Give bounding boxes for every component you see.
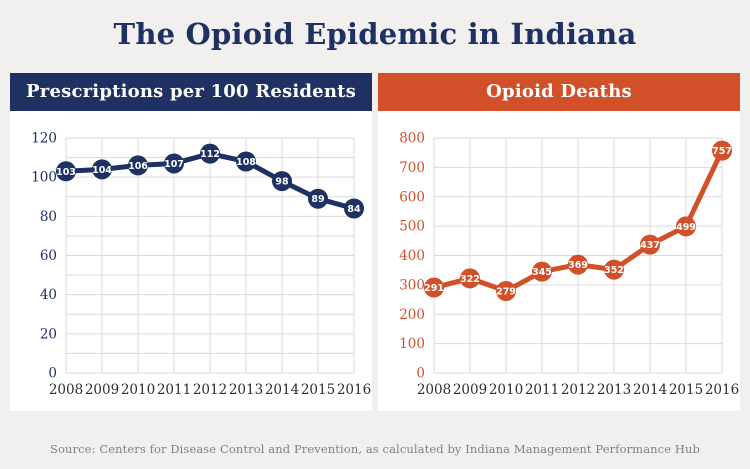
y-axis-tick-label: 120 — [31, 131, 57, 147]
y-axis-tick-label: 60 — [40, 248, 57, 264]
data-point-label: 84 — [347, 204, 361, 215]
panel-deaths: Opioid Deaths 0 100 200 300 400 500 600 700 800 2… — [378, 73, 740, 411]
source-note: Source: Centers for Disease Control and … — [50, 442, 700, 456]
x-axis-tick-label: 2011 — [525, 382, 559, 398]
data-point-label: 98 — [275, 177, 289, 188]
data-point-label: 757 — [712, 146, 732, 157]
x-axis-tick-label: 2013 — [597, 382, 631, 398]
y-axis-tick-label: 800 — [399, 131, 425, 147]
y-axis-tick-label: 40 — [40, 287, 57, 303]
x-axis-tick-label: 2009 — [85, 382, 119, 398]
data-point-label: 291 — [424, 283, 444, 294]
data-point — [568, 254, 588, 275]
prescriptions-line-chart: 0 20 40 60 80 100 120 2008 2009 2010 2011 2012 2013 2… — [10, 111, 372, 411]
y-axis-tick-label: 0 — [48, 366, 57, 382]
x-axis-tick-label: 2010 — [121, 382, 155, 398]
x-axis-tick-label: 2014 — [265, 382, 299, 398]
data-point-label: 107 — [164, 159, 184, 170]
y-axis-tick-label: 100 — [399, 336, 425, 352]
data-point-label: 108 — [236, 157, 256, 168]
data-point-label: 499 — [676, 222, 696, 233]
y-axis-tick-label: 600 — [399, 189, 425, 205]
y-axis-tick-label: 100 — [31, 170, 57, 186]
data-point — [496, 281, 516, 302]
x-axis-tick-label: 2013 — [229, 382, 263, 398]
data-point — [272, 171, 292, 192]
data-point-label: 89 — [311, 194, 324, 205]
y-axis-tick-label: 300 — [399, 277, 425, 293]
data-point — [128, 155, 148, 176]
data-point — [640, 234, 660, 255]
data-point-label: 103 — [56, 167, 76, 178]
x-axis-tick-label: 2016 — [705, 382, 739, 398]
data-point — [460, 268, 480, 289]
x-axis-tick-label: 2014 — [633, 382, 667, 398]
y-axis-tick-label: 20 — [40, 326, 57, 342]
data-point-label: 322 — [460, 274, 480, 285]
page-title: The Opioid Epidemic in Indiana — [113, 17, 637, 51]
x-axis-tick-label: 2010 — [489, 382, 523, 398]
data-point-label: 352 — [604, 265, 624, 276]
x-axis-tick-label: 2008 — [49, 382, 83, 398]
data-point-label: 369 — [568, 260, 588, 271]
panel-prescriptions: Prescriptions per 100 Residents 0 20 40 60 8… — [10, 73, 372, 411]
data-point-label: 106 — [128, 161, 148, 172]
y-axis-tick-label: 500 — [399, 219, 425, 235]
data-point — [344, 198, 364, 219]
y-axis-tick-label: 200 — [399, 307, 425, 323]
x-axis-tick-label: 2009 — [453, 382, 487, 398]
x-axis-tick-label: 2016 — [337, 382, 371, 398]
y-axis-tick-label: 400 — [399, 248, 425, 264]
y-axis-tick-label: 80 — [40, 209, 57, 225]
x-axis-tick-label: 2015 — [301, 382, 335, 398]
data-point-label: 437 — [640, 240, 660, 251]
prescriptions-chart-title: Prescriptions per 100 Residents — [10, 73, 372, 111]
x-axis-tick-label: 2012 — [561, 382, 595, 398]
x-axis-tick-label: 2011 — [157, 382, 191, 398]
data-point — [164, 153, 184, 174]
data-point — [532, 261, 552, 282]
deaths-line-chart: 0 100 200 300 400 500 600 700 800 2008 2009 2010 201… — [378, 111, 740, 411]
data-point — [712, 140, 732, 161]
data-point — [424, 277, 444, 298]
x-axis-tick-label: 2008 — [417, 382, 451, 398]
data-point-label: 104 — [92, 165, 112, 176]
data-point — [200, 143, 220, 164]
data-point-label: 112 — [200, 149, 220, 160]
deaths-chart-title: Opioid Deaths — [378, 73, 740, 111]
data-point — [236, 151, 256, 172]
x-axis-tick-label: 2015 — [669, 382, 703, 398]
data-point-label: 279 — [496, 287, 516, 298]
x-axis-tick-label: 2012 — [193, 382, 227, 398]
data-point — [676, 216, 696, 237]
y-axis-tick-label: 700 — [399, 160, 425, 176]
y-axis-tick-label: 0 — [416, 366, 425, 382]
chart-panels: Prescriptions per 100 Residents 0 20 40 60 8… — [10, 73, 740, 411]
data-point — [604, 259, 624, 280]
data-point — [56, 161, 76, 182]
data-point — [308, 188, 328, 209]
data-point-label: 345 — [532, 267, 552, 278]
data-point — [92, 159, 112, 180]
